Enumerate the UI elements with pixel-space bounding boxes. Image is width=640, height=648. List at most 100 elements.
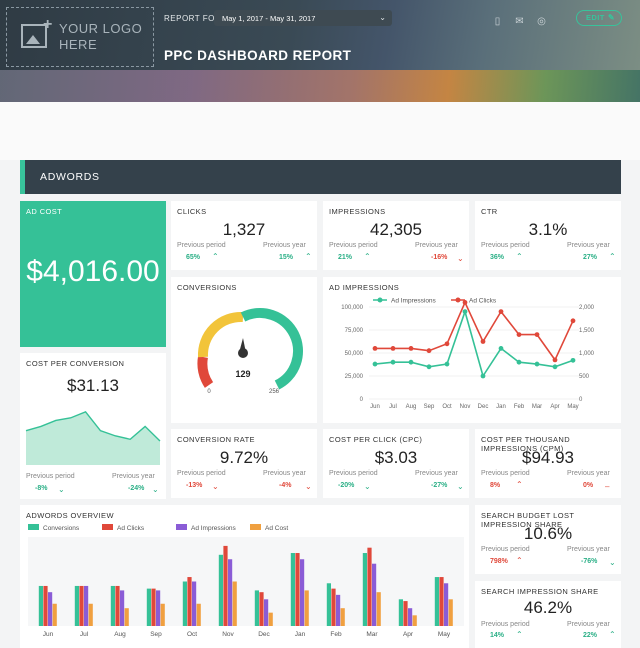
bar[interactable] — [124, 608, 129, 626]
series-point[interactable] — [516, 332, 522, 337]
logo-placeholder[interactable]: + YOUR LOGO HERE — [6, 7, 154, 67]
bar[interactable] — [218, 554, 223, 626]
x-tick: Jul — [80, 631, 89, 638]
bar[interactable] — [115, 585, 120, 626]
arrow-up-icon: ⌃ — [516, 630, 523, 639]
bar[interactable] — [403, 601, 408, 626]
bar[interactable] — [192, 581, 197, 627]
series-point[interactable] — [570, 318, 576, 324]
arrow-up-icon: ⌃ — [609, 252, 616, 261]
series-point[interactable] — [372, 361, 378, 367]
legend-label: Ad Impressions — [391, 298, 437, 305]
bar[interactable] — [259, 592, 264, 626]
bar[interactable] — [448, 599, 453, 626]
bar[interactable] — [340, 608, 345, 626]
y-tick-left: 50,000 — [345, 351, 364, 357]
bar[interactable] — [88, 603, 93, 626]
bar[interactable] — [223, 545, 228, 626]
series-point[interactable] — [390, 346, 396, 351]
y-tick-right: 2,000 — [579, 305, 595, 311]
bar[interactable] — [196, 603, 201, 626]
bar[interactable] — [120, 590, 125, 626]
bar[interactable] — [79, 585, 84, 626]
series-point[interactable] — [462, 309, 468, 314]
bar[interactable] — [264, 599, 269, 626]
bar[interactable] — [290, 553, 295, 626]
bar[interactable] — [331, 588, 336, 626]
chart-legend: Ad Impressions Ad Clicks — [373, 297, 497, 305]
document-icon[interactable]: ▯ — [494, 16, 501, 27]
series-point[interactable] — [444, 361, 450, 367]
series-point[interactable] — [390, 359, 396, 365]
legend-swatch — [28, 524, 39, 530]
series-point[interactable] — [426, 348, 432, 354]
bar[interactable] — [84, 585, 89, 626]
series-point[interactable] — [498, 309, 504, 314]
series-point[interactable] — [462, 300, 468, 305]
bar[interactable] — [412, 615, 417, 626]
series-point[interactable] — [498, 346, 504, 351]
bar[interactable] — [295, 553, 300, 626]
x-tick: Oct — [187, 631, 197, 638]
series-point[interactable] — [552, 364, 558, 370]
series-point[interactable] — [552, 357, 558, 363]
series-point[interactable] — [408, 346, 414, 351]
adwords-overview-bar-chart: Conversions Ad Clicks Ad Impressions Ad Cos… — [28, 524, 464, 638]
bar[interactable] — [187, 577, 192, 626]
bar[interactable] — [362, 553, 367, 626]
bar[interactable] — [300, 559, 305, 626]
bar[interactable] — [268, 612, 273, 626]
bar[interactable] — [326, 583, 331, 626]
bar[interactable] — [232, 581, 237, 627]
legend-swatch — [102, 524, 113, 530]
ad-impressions-line-chart: Ad Impressions Ad Clicks 100,000 75,000 50,… — [341, 297, 595, 410]
bar[interactable] — [398, 599, 403, 626]
series-point[interactable] — [534, 361, 540, 367]
series-point[interactable] — [372, 346, 378, 351]
legend-label: Ad Clicks — [117, 525, 145, 532]
date-range-selector[interactable]: May 1, 2017 - May 31, 2017 ⌄ — [214, 10, 392, 26]
section-header: ADWORDS — [20, 160, 621, 194]
bar[interactable] — [439, 577, 444, 626]
bar[interactable] — [444, 583, 449, 626]
series-point[interactable] — [426, 364, 432, 370]
header-spacer — [0, 102, 640, 160]
prev-period-value: 14% — [490, 632, 505, 639]
arrow-up-icon: ⌃ — [609, 630, 616, 639]
bar[interactable] — [372, 563, 377, 626]
series-point[interactable] — [480, 373, 486, 379]
mail-icon[interactable]: ✉ — [515, 16, 524, 27]
legend-label: Conversions — [43, 525, 80, 532]
series-point[interactable] — [480, 339, 486, 344]
prev-period-value: 798% — [490, 558, 508, 565]
bar[interactable] — [434, 577, 439, 626]
arrow-up-icon: ⌃ — [516, 252, 523, 261]
bar[interactable] — [74, 585, 79, 626]
bar[interactable] — [160, 603, 165, 626]
bar[interactable] — [336, 594, 341, 626]
prev-year-value: 15% — [279, 254, 294, 261]
bar[interactable] — [110, 585, 115, 626]
bar[interactable] — [408, 608, 413, 626]
bar[interactable] — [228, 559, 233, 626]
bar[interactable] — [304, 590, 309, 626]
series-point[interactable] — [408, 359, 414, 365]
bar[interactable] — [182, 581, 187, 627]
bar[interactable] — [376, 592, 381, 626]
bar[interactable] — [254, 590, 259, 626]
check-circle-icon[interactable]: ◎ — [537, 16, 546, 27]
bar[interactable] — [52, 603, 57, 626]
series-point[interactable] — [534, 332, 540, 337]
bar[interactable] — [38, 585, 43, 626]
bar[interactable] — [367, 547, 372, 626]
bar[interactable] — [156, 590, 161, 626]
bar[interactable] — [48, 592, 53, 626]
bar[interactable] — [151, 588, 156, 626]
edit-button[interactable]: EDIT ✎ — [576, 10, 622, 26]
series-point[interactable] — [444, 341, 450, 347]
series-point[interactable] — [516, 359, 522, 365]
bar[interactable] — [146, 588, 151, 626]
bar[interactable] — [43, 585, 48, 626]
series-point[interactable] — [570, 357, 576, 363]
dash-icon: – — [605, 482, 610, 491]
